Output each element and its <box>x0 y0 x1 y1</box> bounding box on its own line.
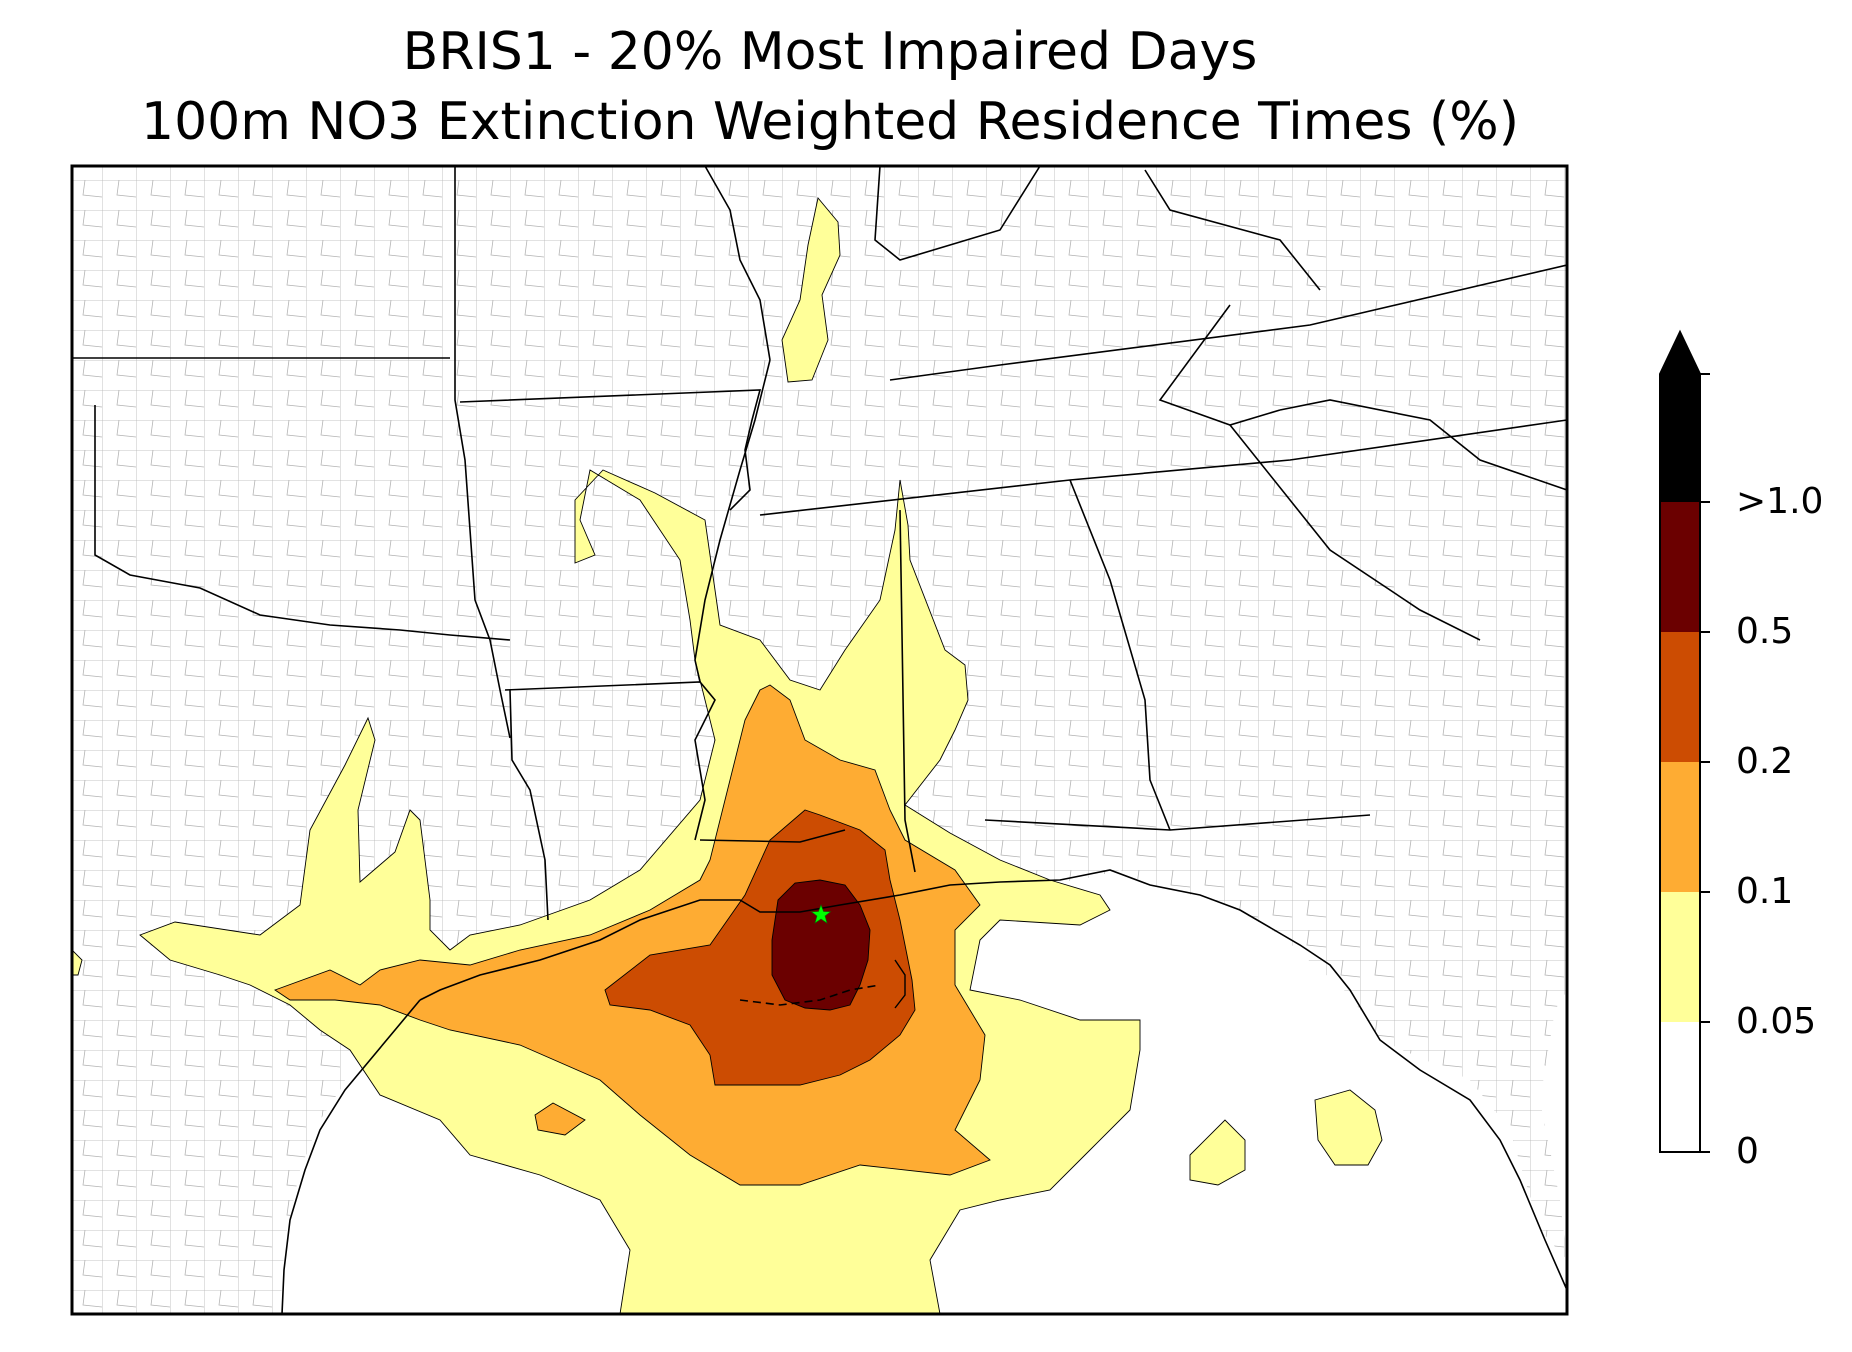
colorbar-extend-band <box>1660 374 1700 502</box>
colorbar-tick-label: 0.05 <box>1736 1001 1817 1042</box>
contour-0.05-0.1-north-arm <box>781 197 841 383</box>
map-title-line-2: 100m NO3 Extinction Weighted Residence T… <box>141 92 1519 152</box>
colorbar-band <box>1660 1022 1700 1152</box>
colorbar-tick-label: 0 <box>1736 1131 1759 1172</box>
colorbar-tick-label: 0.1 <box>1736 871 1794 912</box>
contour-0.05-0.1-patch-sw <box>72 949 83 976</box>
bay-outline <box>894 959 906 1009</box>
map-title-line-1: BRIS1 - 20% Most Impaired Days <box>402 22 1258 82</box>
colorbar-band <box>1660 632 1700 762</box>
colorbar-bands <box>1660 374 1700 1152</box>
colorbar-ticks <box>1700 373 1710 1153</box>
site-star-icon <box>810 904 832 924</box>
state-borders <box>72 166 1567 921</box>
colorbar <box>1659 329 1710 1153</box>
colorbar-band <box>1660 502 1700 632</box>
contour-0.2-0.5 <box>604 809 916 1086</box>
colorbar-tick-label: 0.5 <box>1736 611 1794 652</box>
colorbar-outline <box>1659 329 1701 1153</box>
colorbar-band <box>1660 762 1700 892</box>
contour-0.05-0.1-patch-mid <box>1189 1119 1246 1186</box>
contour-0.5-1.0 <box>771 879 871 1011</box>
coastline <box>419 869 1567 1291</box>
colorbar-band <box>1660 892 1700 1022</box>
contour-0.1-0.2-patch-sw <box>534 1102 586 1136</box>
map-panel <box>72 166 1567 1314</box>
contour-fills <box>72 197 1383 1314</box>
dashed-coast <box>739 984 881 1006</box>
colorbar-tick-label: >1.0 <box>1736 481 1824 522</box>
contour-0.05-0.1-patch-east <box>1314 1089 1383 1166</box>
colorbar-extend-arrow <box>1660 332 1700 374</box>
map-frame <box>70 164 1569 1316</box>
coastline-texas <box>281 999 421 1314</box>
colorbar-tick-label: 0.2 <box>1736 741 1794 782</box>
